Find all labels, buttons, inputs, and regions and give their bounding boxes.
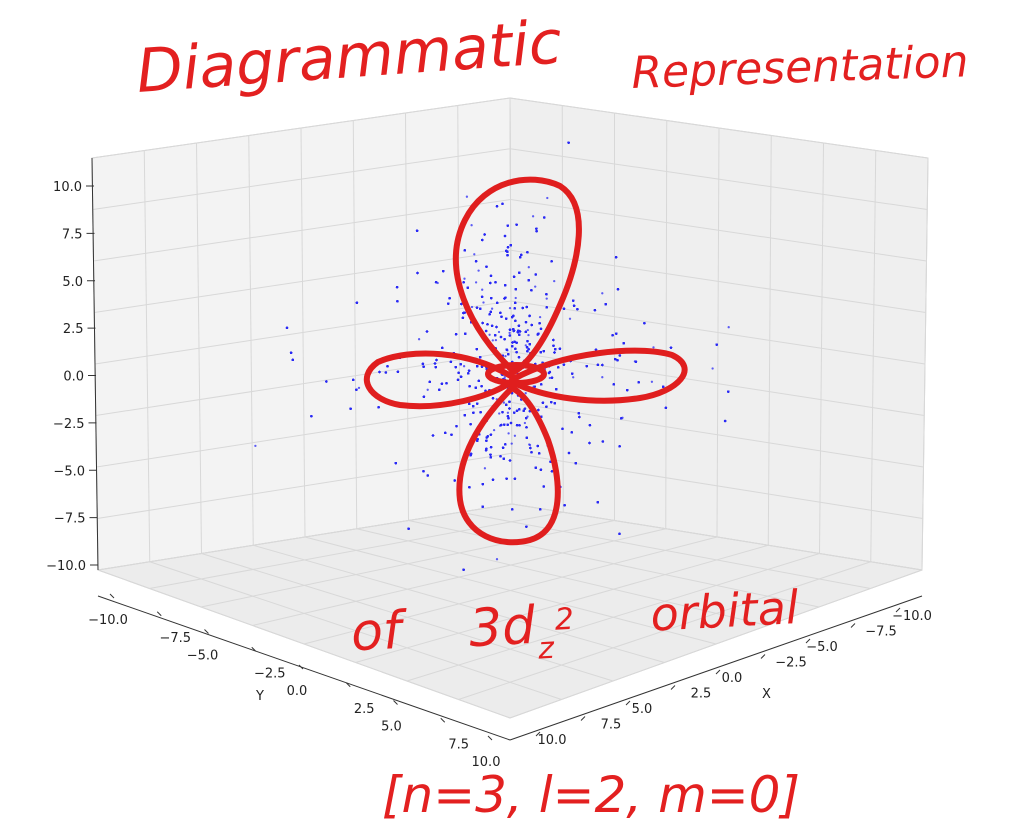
grid-line — [356, 528, 768, 626]
scatter-point — [524, 344, 527, 347]
chart-grid — [91, 97, 929, 719]
scatter-point — [524, 392, 527, 395]
scatter-point — [546, 196, 549, 200]
scatter-point — [527, 266, 530, 269]
scatter-point — [510, 442, 513, 445]
scatter-point — [650, 380, 654, 383]
grid-line — [511, 503, 923, 571]
scatter-point — [254, 444, 257, 448]
scatter-point — [531, 215, 535, 218]
scatter-point — [497, 330, 501, 334]
grid-line — [870, 150, 877, 562]
grid-line — [352, 120, 358, 529]
grid-line — [304, 536, 717, 645]
grid-line — [819, 142, 824, 554]
grid-line — [509, 569, 923, 719]
scatter-point — [534, 285, 537, 288]
grid-line — [716, 127, 720, 538]
scatter-point — [502, 401, 506, 404]
grid-line — [458, 561, 871, 700]
grid-line — [460, 511, 871, 589]
scatter-point — [504, 354, 507, 358]
scatter-point — [470, 224, 473, 227]
scatter-point — [477, 269, 480, 272]
scatter-point — [426, 388, 429, 391]
grid-line — [511, 402, 924, 468]
scatter-point — [417, 338, 421, 341]
scatter-point — [727, 326, 730, 329]
scatter-point — [508, 306, 512, 310]
scatter-point — [492, 428, 496, 432]
grid-line — [97, 503, 513, 571]
scatter-point — [545, 297, 548, 300]
scatter-point — [523, 421, 527, 425]
scatter-point — [538, 315, 542, 319]
grid-line — [96, 402, 512, 468]
scatter-point — [513, 434, 517, 437]
scatter-point — [526, 328, 529, 332]
scatter-point — [463, 277, 466, 280]
grid-line — [509, 97, 513, 505]
scatter-point — [474, 281, 478, 284]
scatter-point — [711, 367, 714, 370]
grid-line — [408, 520, 820, 608]
scatter-point — [470, 305, 474, 309]
scatter-point — [357, 386, 361, 390]
scatter-point — [514, 296, 517, 300]
scatter-point — [483, 467, 487, 470]
scatter-point — [494, 338, 498, 342]
scatter-point — [507, 432, 510, 435]
scatter-point — [601, 292, 604, 295]
scatter-point — [498, 412, 501, 415]
scatter-point — [527, 333, 530, 337]
scatter-point — [481, 288, 484, 291]
grid-line — [355, 544, 769, 663]
grid-line — [406, 553, 820, 682]
grid-line — [511, 452, 923, 519]
scatter-point — [473, 253, 476, 256]
grid-line — [457, 105, 461, 513]
grid-line — [97, 452, 512, 519]
scatter-point — [553, 279, 556, 283]
scatter-point — [491, 339, 494, 342]
scatter-point — [490, 307, 494, 310]
scatter-point — [508, 331, 511, 335]
scatter-point — [601, 376, 604, 379]
scatter-point — [652, 346, 655, 349]
scatter-point — [548, 376, 551, 380]
scatter-point — [572, 376, 575, 379]
scatter-point — [526, 415, 529, 418]
grid-line — [511, 351, 925, 416]
scatter-point — [568, 317, 572, 320]
back-left-pane — [91, 97, 513, 571]
scatter-point — [495, 558, 499, 561]
scatter-point — [503, 376, 506, 379]
scatter-point — [462, 365, 466, 368]
grid-line — [767, 135, 772, 546]
grid-line — [300, 127, 306, 538]
grid-line — [405, 112, 409, 521]
grid-line — [921, 157, 929, 571]
scatter-point — [488, 333, 491, 336]
scatter-point — [482, 301, 485, 304]
scatter-point — [528, 443, 532, 447]
scatter-point — [506, 411, 510, 414]
scatter-point — [465, 195, 469, 198]
grid-line — [95, 351, 512, 416]
